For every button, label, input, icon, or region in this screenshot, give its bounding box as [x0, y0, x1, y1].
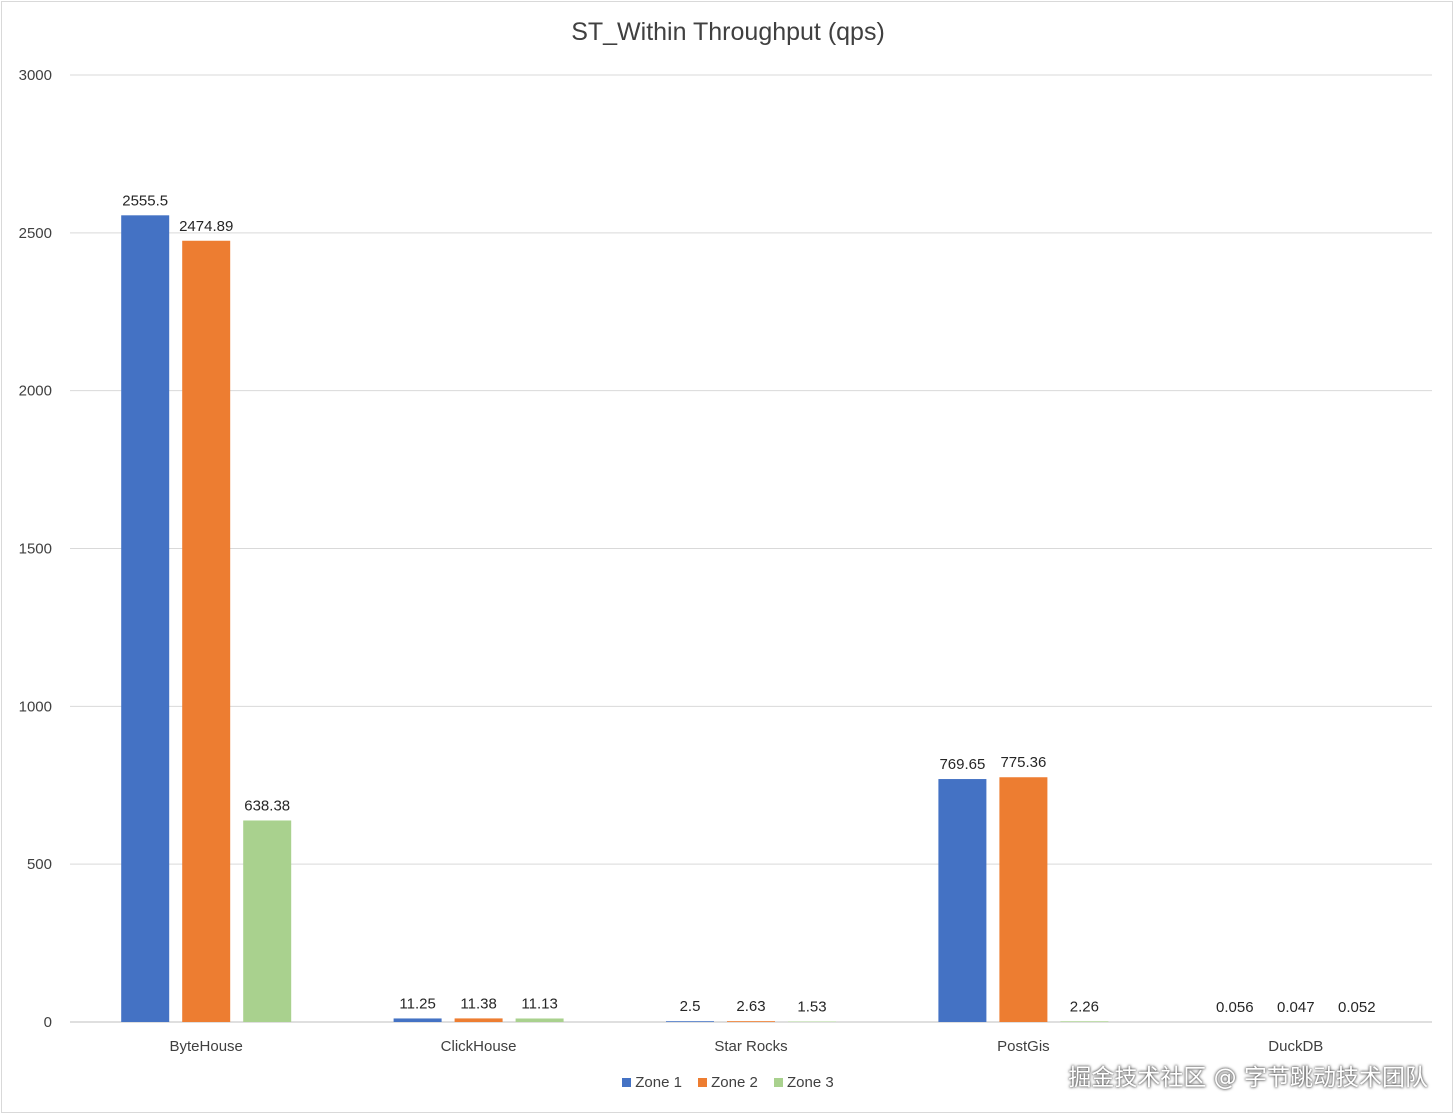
- watermark: 掘金技术社区 @ 字节跳动技术团队: [1068, 1065, 1428, 1091]
- y-tick-label: 1500: [19, 541, 52, 558]
- y-tick-label: 2500: [19, 225, 52, 242]
- data-label: 1.53: [797, 999, 826, 1016]
- data-label: 638.38: [244, 797, 290, 814]
- data-label: 769.65: [939, 756, 985, 773]
- category-label: DuckDB: [1268, 1038, 1323, 1055]
- legend: Zone 1 Zone 2 Zone 3: [0, 1074, 1456, 1091]
- data-label: 0.052: [1338, 999, 1376, 1016]
- data-label: 11.13: [521, 995, 557, 1012]
- data-label: 2555.5: [122, 192, 168, 209]
- y-tick-label: 1000: [19, 698, 52, 715]
- bar: [938, 779, 987, 1022]
- legend-item-zone-1: Zone 1: [622, 1074, 682, 1091]
- bar: [1060, 1021, 1109, 1022]
- category-label: ByteHouse: [170, 1038, 243, 1055]
- bar: [243, 820, 292, 1022]
- data-label: 0.047: [1277, 999, 1315, 1016]
- data-label: 11.25: [399, 995, 435, 1012]
- y-tick-label: 3000: [19, 67, 52, 84]
- data-label: 775.36: [1000, 754, 1046, 771]
- legend-item-zone-3: Zone 3: [774, 1074, 834, 1091]
- legend-swatch-zone-3: [774, 1078, 784, 1087]
- legend-item-zone-2: Zone 2: [698, 1074, 758, 1091]
- bar: [727, 1021, 775, 1022]
- y-tick-label: 2000: [19, 383, 52, 400]
- legend-swatch-zone-1: [622, 1078, 632, 1087]
- legend-swatch-zone-2: [698, 1078, 708, 1087]
- category-label: Star Rocks: [714, 1038, 787, 1055]
- legend-label-zone-2: Zone 2: [711, 1074, 758, 1091]
- bar: [999, 777, 1048, 1022]
- legend-label-zone-3: Zone 3: [787, 1074, 834, 1091]
- y-tick-label: 500: [27, 856, 52, 873]
- legend-label-zone-1: Zone 1: [635, 1074, 682, 1091]
- bar: [393, 1018, 442, 1022]
- data-label: 2.26: [1070, 998, 1099, 1015]
- chart-title: ST_Within Throughput (qps): [571, 18, 885, 46]
- bar: [454, 1018, 503, 1022]
- bar: [121, 215, 170, 1022]
- data-label: 0.056: [1216, 999, 1254, 1016]
- bar: [666, 1021, 714, 1022]
- y-tick-label: 0: [44, 1014, 52, 1031]
- data-label: 2.63: [736, 998, 765, 1015]
- data-label: 11.38: [460, 995, 496, 1012]
- bar: [515, 1018, 564, 1022]
- bar: [182, 240, 231, 1023]
- data-label: 2.5: [680, 998, 701, 1015]
- category-label: PostGis: [997, 1038, 1050, 1055]
- category-label: ClickHouse: [441, 1038, 517, 1055]
- data-label: 2474.89: [179, 218, 233, 235]
